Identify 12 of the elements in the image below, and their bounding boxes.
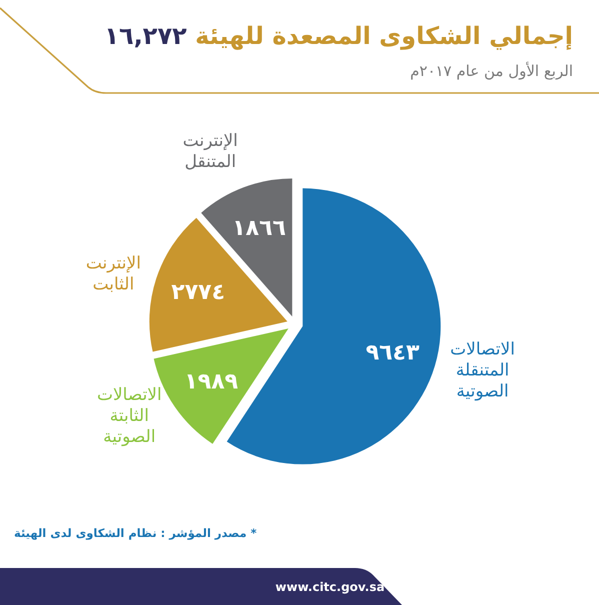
data-label: ٢٧٧٤ bbox=[171, 280, 226, 305]
chart-subtitle: الربع الأول من عام ٢٠١٧م bbox=[410, 61, 574, 80]
slice-label: الإنترنت الثابت bbox=[86, 253, 141, 294]
text: * مصدر المؤشر : نظام الشكاوى لدى الهيئة bbox=[14, 526, 257, 540]
data-label: ١٨٦٦ bbox=[232, 216, 286, 242]
chart-title: إجمالي الشكاوى المصعدة للهيئة ١٦,٢٧٢ bbox=[104, 22, 574, 50]
data-label: ٩٦٤٣ bbox=[366, 340, 420, 366]
slice-label: الإنترنت المتنقل bbox=[182, 130, 238, 172]
slice-label: الاتصالات الثابتة الصوتية bbox=[96, 385, 162, 448]
data-label: ١٩٨٩ bbox=[184, 369, 238, 394]
slice-label: الاتصالات المتنقلة الصوتية bbox=[450, 339, 515, 402]
text: www.citc.gov.sa bbox=[275, 580, 385, 594]
